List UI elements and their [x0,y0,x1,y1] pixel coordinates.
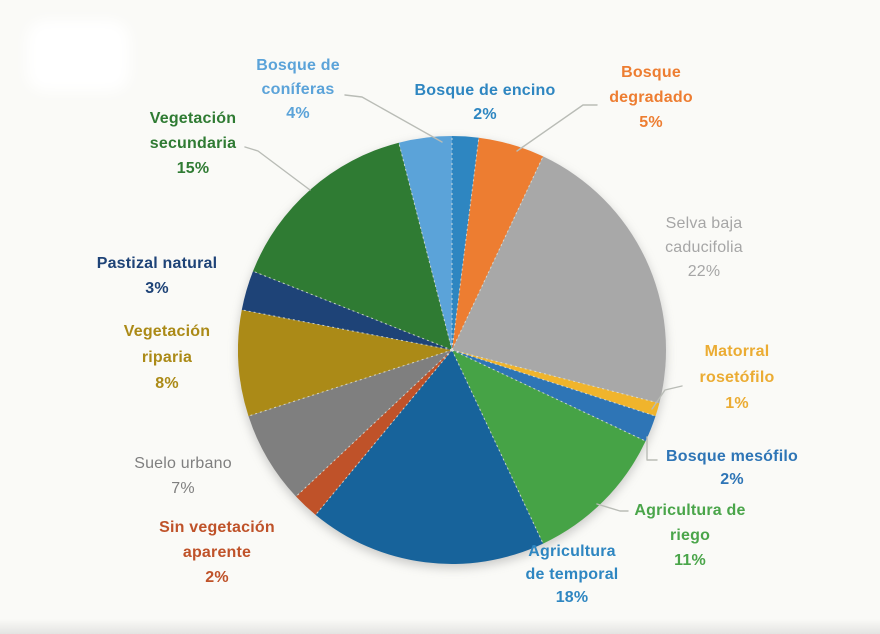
leader-line-bosque-degradado [516,104,598,152]
pie-slice-matorral-rosetofilo [452,350,660,417]
slice-seam [451,137,480,351]
slice-label-bosque-de-encino: Bosque de encino 2% [415,82,556,123]
leader-line-agricultura-de-riego [596,503,629,512]
slice-seam [451,349,656,417]
pie-slice-vegetacion-secundaria [253,142,452,350]
slice-label-bosque-de-coniferas: Bosque de coníferas 4% [256,57,340,122]
slice-label-vegetacion-secundaria: Vegetación secundaria 15% [150,110,236,177]
slice-label-bosque-mesofilo: Bosque mesófilo 2% [666,448,798,488]
slice-seam [248,349,453,417]
leader-line-vegetacion-secundaria [244,146,311,191]
pie-slice-bosque-degradado [452,137,544,350]
pie-slice-selva-baja-caducifolia [452,156,667,404]
bottom-fade [0,619,880,634]
slice-seam [451,349,544,544]
pie-slice-suelo-urbano [248,350,452,497]
leader-line-bosque-mesofilo [646,436,658,461]
slice-labels: Bosque de encino 2% Bosque degradado 5% Selva… [97,57,798,606]
leader-lines [244,94,683,512]
slice-seam [241,309,453,351]
slice-seam [451,349,646,442]
pie-slice-agricultura-de-temporal [315,350,544,564]
pie-slice-sin-vegetacion-aparente [296,350,452,515]
pie [238,135,667,564]
slice-label-suelo-urbano: Suelo urbano 7% [134,455,232,497]
slice-seam [451,349,660,404]
slice-label-pastizal-natural: Pastizal natural 3% [97,255,218,297]
pie-slice-agricultura-de-riego [452,350,646,544]
slice-label-selva-baja-caducifolia: Selva baja caducifolia 22% [665,215,743,280]
slice-label-vegetacion-riparia: Vegetación riparia 8% [124,323,210,392]
leader-line-matorral-rosetofilo [651,385,683,410]
slice-seam [398,142,453,351]
pie-slice-bosque-mesofilo [452,350,656,442]
slice-label-agricultura-de-temporal: Agricultura de temporal 18% [526,543,619,606]
slice-seam [295,349,453,497]
slice-label-sin-vegetacion-aparente: Sin vegetación aparente 2% [159,519,275,586]
slice-seam [252,270,453,351]
pie-slice-vegetacion-riparia [238,309,452,417]
slice-seam [315,349,453,516]
slice-label-matorral-rosetofilo: Matorral rosetófilo 1% [700,343,775,412]
leader-line-bosque-de-coniferas [344,94,443,143]
slice-label-agricultura-de-riego: Agricultura de riego 11% [634,502,745,569]
slice-seam [451,156,544,351]
slice-label-bosque-degradado: Bosque degradado 5% [609,64,693,131]
pie-slice-pastizal-natural [241,271,452,350]
watermark-patch [36,30,120,82]
